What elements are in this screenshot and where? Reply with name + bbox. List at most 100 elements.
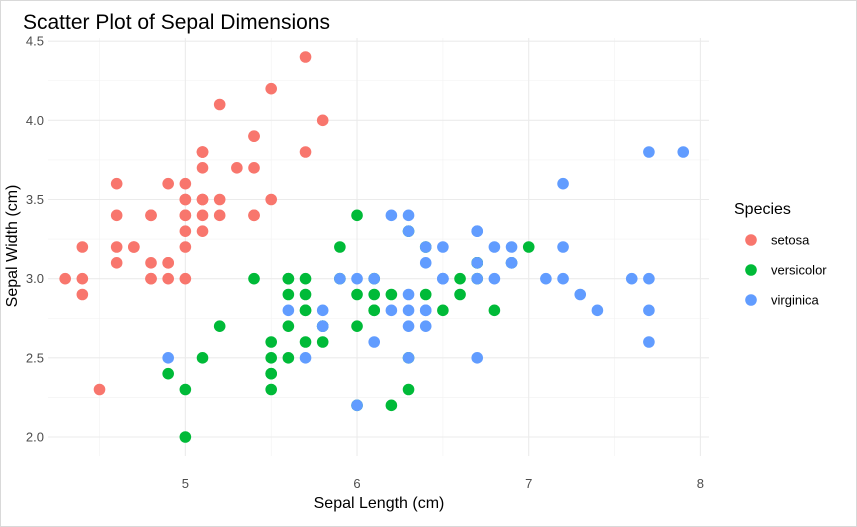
point-virginica (557, 177, 569, 190)
x-axis-title: Sepal Length (cm) (314, 495, 445, 512)
point-setosa (248, 162, 260, 174)
point-setosa (76, 288, 89, 301)
point-setosa (145, 209, 157, 222)
point-versicolor (299, 336, 312, 348)
point-versicolor (265, 383, 277, 396)
point-versicolor (213, 320, 226, 332)
legend-key-versicolor (745, 264, 757, 276)
point-virginica (505, 257, 518, 269)
point-virginica (402, 209, 415, 222)
point-virginica (385, 304, 398, 317)
point-setosa (213, 193, 226, 206)
point-setosa (145, 272, 157, 285)
point-versicolor (282, 320, 295, 332)
data-points (59, 51, 690, 443)
point-versicolor (282, 288, 295, 301)
point-setosa (299, 146, 312, 158)
point-virginica (402, 320, 415, 332)
point-setosa (196, 162, 209, 174)
point-setosa (196, 193, 209, 206)
point-virginica (625, 272, 638, 285)
point-setosa (179, 241, 192, 253)
point-versicolor (265, 336, 277, 348)
point-setosa (162, 257, 174, 269)
point-virginica (299, 352, 312, 364)
x-tick-labels: 5 6 7 8 (182, 476, 704, 491)
legend: Species setosa versicolor virginica (734, 201, 827, 308)
point-setosa (316, 114, 329, 127)
point-setosa (145, 257, 157, 269)
point-versicolor (282, 352, 295, 364)
point-virginica (162, 352, 174, 364)
point-versicolor (299, 304, 312, 317)
point-setosa (162, 272, 174, 285)
point-setosa (76, 272, 89, 285)
point-versicolor (316, 336, 329, 348)
legend-label-setosa: setosa (771, 233, 810, 248)
point-versicolor (179, 431, 192, 443)
point-versicolor (368, 288, 381, 301)
chart-title: Scatter Plot of Sepal Dimensions (23, 11, 330, 34)
legend-key-virginica (745, 294, 757, 306)
point-virginica (505, 241, 518, 253)
point-setosa (265, 82, 277, 95)
point-virginica (419, 257, 432, 269)
point-virginica (334, 272, 346, 285)
point-setosa (179, 225, 192, 237)
point-versicolor (282, 272, 295, 285)
point-virginica (540, 272, 552, 285)
point-setosa (231, 162, 243, 174)
y-tick-label: 3.5 (26, 192, 44, 207)
point-versicolor (334, 241, 346, 253)
point-virginica (643, 146, 655, 158)
point-versicolor (437, 304, 449, 317)
point-setosa (196, 225, 209, 237)
x-tick-label: 6 (353, 476, 360, 491)
point-setosa (179, 177, 192, 190)
point-versicolor (299, 272, 312, 285)
point-versicolor (351, 209, 363, 222)
point-setosa (93, 383, 106, 396)
point-virginica (316, 320, 329, 332)
point-versicolor (402, 383, 415, 396)
point-setosa (110, 177, 123, 190)
point-virginica (557, 241, 569, 253)
point-virginica (488, 272, 501, 285)
point-virginica (471, 225, 484, 237)
point-virginica (316, 304, 329, 317)
grid-lines (48, 38, 709, 456)
point-virginica (471, 257, 484, 269)
point-versicolor (265, 352, 277, 364)
point-setosa (110, 241, 123, 253)
y-tick-label: 3.0 (26, 271, 44, 286)
point-virginica (368, 336, 381, 348)
point-virginica (402, 304, 415, 317)
point-versicolor (454, 272, 466, 285)
point-setosa (179, 209, 192, 222)
point-versicolor (248, 272, 260, 285)
point-versicolor (488, 304, 501, 317)
y-tick-label: 2.0 (26, 430, 44, 445)
point-versicolor (385, 399, 398, 412)
point-virginica (677, 146, 690, 158)
point-virginica (488, 241, 501, 253)
point-setosa (196, 209, 209, 222)
point-virginica (557, 272, 569, 285)
legend-title: Species (734, 201, 791, 218)
y-tick-label: 4.0 (26, 113, 44, 128)
legend-label-versicolor: versicolor (771, 263, 827, 278)
point-setosa (213, 98, 226, 111)
point-setosa (110, 257, 123, 269)
point-versicolor (351, 320, 363, 332)
y-tick-label: 2.5 (26, 350, 44, 365)
point-virginica (402, 288, 415, 301)
point-virginica (385, 209, 398, 222)
x-tick-label: 8 (697, 476, 704, 491)
point-versicolor (385, 288, 398, 301)
point-virginica (402, 225, 415, 237)
point-virginica (282, 304, 295, 317)
point-virginica (643, 336, 655, 348)
legend-items: setosa versicolor virginica (745, 233, 827, 308)
legend-label-virginica: virginica (771, 293, 819, 308)
